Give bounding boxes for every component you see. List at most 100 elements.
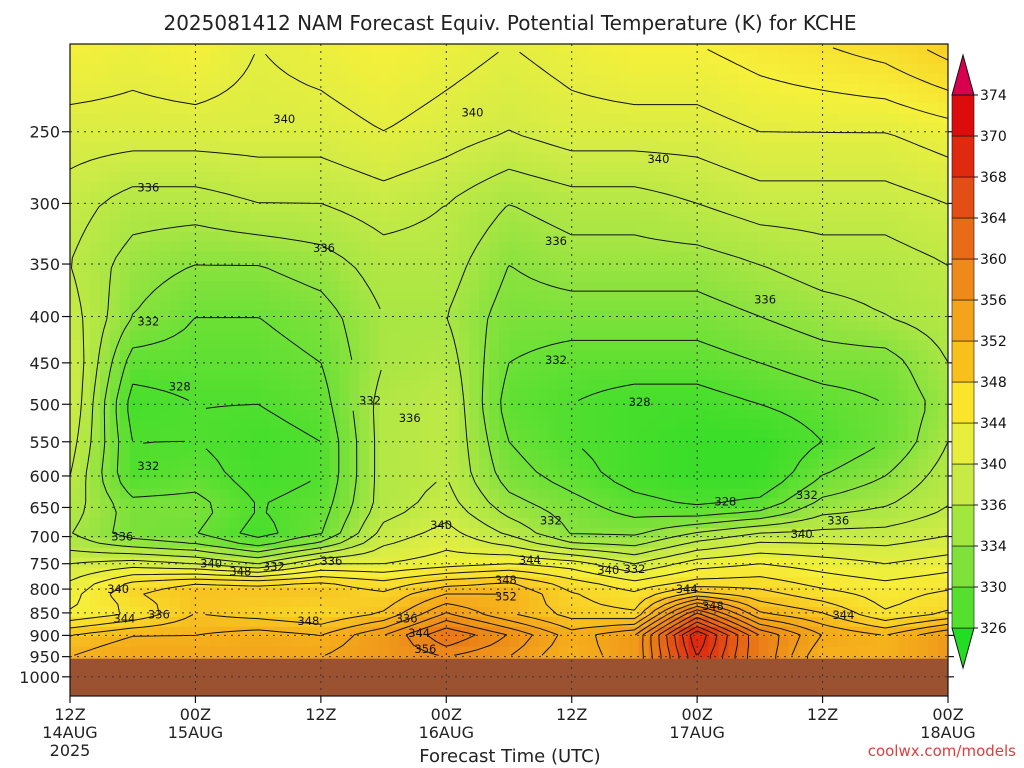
heatmap-cell <box>758 221 770 233</box>
heatmap-cell <box>129 310 141 322</box>
heatmap-cell <box>828 528 839 539</box>
heatmap-cell <box>159 528 171 539</box>
heatmap-cell <box>918 221 929 233</box>
heatmap-cell <box>219 241 231 253</box>
heatmap-cell <box>728 310 740 322</box>
heatmap-cell <box>578 172 590 183</box>
heatmap-cell <box>169 597 181 608</box>
heatmap-cell <box>219 488 231 500</box>
heatmap-cell <box>628 221 640 233</box>
heatmap-cell <box>638 113 650 124</box>
heatmap-cell <box>878 537 889 549</box>
heatmap-cell <box>349 63 360 75</box>
heatmap-cell <box>359 172 370 183</box>
heatmap-cell <box>339 44 350 55</box>
heatmap-cell <box>908 241 919 253</box>
heatmap-cell <box>518 587 530 598</box>
heatmap-cell <box>688 310 700 322</box>
heatmap-cell <box>758 409 770 420</box>
heatmap-cell <box>518 211 530 223</box>
heatmap-cell <box>878 340 889 351</box>
heatmap-cell <box>389 320 400 332</box>
heatmap-cell <box>828 557 839 569</box>
heatmap-cell <box>678 370 690 381</box>
heatmap-cell <box>648 537 660 549</box>
heatmap-cell <box>159 320 171 332</box>
heatmap-cell <box>578 587 590 598</box>
heatmap-cell <box>439 330 450 341</box>
heatmap-cell <box>868 162 879 174</box>
heatmap-cell <box>888 281 899 292</box>
heatmap-cell <box>79 409 91 420</box>
heatmap-cell <box>89 281 101 292</box>
heatmap-cell <box>439 350 450 361</box>
heatmap-cell <box>748 152 760 164</box>
heatmap-cell <box>778 567 789 579</box>
heatmap-cell <box>628 271 640 282</box>
heatmap-cell <box>259 271 271 282</box>
heatmap-cell <box>518 113 530 124</box>
heatmap-cell <box>758 350 770 361</box>
heatmap-cell <box>149 281 161 292</box>
heatmap-cell <box>558 419 570 430</box>
heatmap-cell <box>518 172 530 183</box>
heatmap-cell <box>698 310 710 322</box>
heatmap-cell <box>179 399 191 411</box>
heatmap-cell <box>249 290 261 302</box>
heatmap-cell <box>868 518 879 529</box>
heatmap-cell <box>99 340 111 351</box>
heatmap-cell <box>548 350 560 361</box>
heatmap-cell <box>748 547 760 559</box>
heatmap-cell <box>119 271 131 282</box>
heatmap-cell <box>678 340 690 351</box>
heatmap-cell <box>558 370 570 381</box>
heatmap-cell <box>109 123 121 134</box>
heatmap-cell <box>538 132 550 144</box>
heatmap-cell <box>70 449 81 460</box>
heatmap-cell <box>109 409 121 420</box>
heatmap-cell <box>808 113 819 124</box>
heatmap-cell <box>568 182 580 193</box>
heatmap-cell <box>758 419 770 430</box>
heatmap-cell <box>578 488 590 500</box>
heatmap-cell <box>818 587 829 598</box>
heatmap-cell <box>798 330 809 341</box>
heatmap-cell <box>109 73 121 85</box>
heatmap-cell <box>888 152 899 164</box>
heatmap-cell <box>179 360 191 371</box>
heatmap-cell <box>419 103 430 114</box>
heatmap-cell <box>479 429 490 440</box>
heatmap-cell <box>828 488 839 500</box>
heatmap-cell <box>139 53 151 65</box>
heatmap-cell <box>109 281 121 292</box>
heatmap-cell <box>259 518 271 529</box>
heatmap-cell <box>169 429 181 440</box>
heatmap-cell <box>828 320 839 332</box>
heatmap-cell <box>788 113 799 124</box>
heatmap-cell <box>459 518 470 529</box>
heatmap-cell <box>778 63 789 75</box>
heatmap-cell <box>259 142 271 154</box>
heatmap-cell <box>668 251 680 262</box>
heatmap-cell <box>728 429 740 440</box>
heatmap-cell <box>449 63 460 75</box>
heatmap-cell <box>648 498 660 509</box>
heatmap-cell <box>99 182 111 193</box>
heatmap-cell <box>139 113 151 124</box>
heatmap-cell <box>389 300 400 312</box>
heatmap-cell <box>179 182 191 193</box>
heatmap-cell <box>119 211 131 223</box>
heatmap-cell <box>668 221 680 233</box>
heatmap-cell <box>588 53 600 65</box>
heatmap-cell <box>718 132 730 144</box>
heatmap-cell <box>558 132 570 144</box>
heatmap-cell <box>838 350 849 361</box>
heatmap-cell <box>179 449 191 460</box>
heatmap-cell <box>119 132 131 144</box>
heatmap-cell <box>309 518 321 529</box>
heatmap-cell <box>848 537 859 549</box>
heatmap-cell <box>778 290 789 302</box>
heatmap-cell <box>279 360 291 371</box>
heatmap-cell <box>269 577 281 588</box>
heatmap-cell <box>578 508 590 519</box>
